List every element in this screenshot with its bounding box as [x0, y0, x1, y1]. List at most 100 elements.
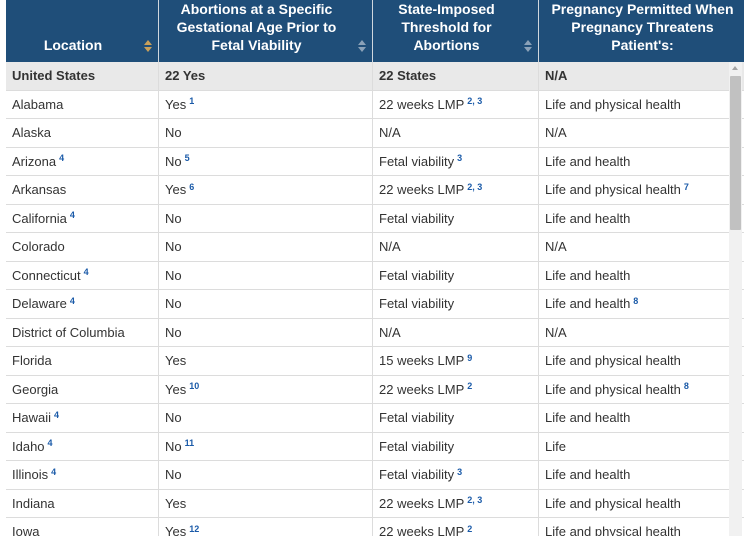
- table-cell: No: [159, 318, 373, 346]
- sort-icon[interactable]: [524, 40, 532, 52]
- vertical-scrollbar[interactable]: [729, 62, 742, 536]
- cell-text: 22 weeks LMP: [379, 495, 465, 511]
- cell-text: 22 weeks LMP: [379, 524, 465, 536]
- cell-text: No: [165, 438, 182, 454]
- table-cell: Life and physical health: [539, 347, 744, 375]
- footnote-link[interactable]: 12: [189, 523, 200, 534]
- cell-text: District of Columbia: [12, 324, 125, 340]
- cell-text: Life and health: [545, 296, 631, 312]
- table-cell: Fetal viability: [373, 261, 539, 289]
- footnote-link[interactable]: 7: [683, 181, 689, 192]
- footnote-link[interactable]: 4: [69, 295, 75, 306]
- cell-text: N/A: [379, 239, 401, 255]
- column-header-threshold[interactable]: State-Imposed Threshold for Abortions: [373, 0, 539, 62]
- table-cell: No 5: [159, 147, 373, 175]
- table-cell: Life and physical health 8: [539, 376, 744, 404]
- table-cell: Fetal viability: [373, 290, 539, 318]
- footnote-link[interactable]: 2: [467, 381, 473, 392]
- sort-icon[interactable]: [358, 40, 366, 52]
- table-cell: Fetal viability 3: [373, 461, 539, 489]
- cell-text: N/A: [545, 125, 567, 141]
- cell-text: Georgia: [12, 381, 59, 397]
- cell-text: No: [165, 467, 182, 483]
- footnote-link[interactable]: 8: [633, 295, 639, 306]
- cell-text: No: [165, 125, 182, 141]
- table-cell: Life and physical health: [539, 91, 744, 119]
- footnote-link[interactable]: 2, 3: [467, 181, 483, 192]
- cell-text: Iowa: [12, 524, 40, 536]
- footnote-link[interactable]: 4: [47, 438, 53, 449]
- footnote-link[interactable]: 2, 3: [467, 96, 483, 107]
- table-cell: Life and physical health: [539, 518, 744, 536]
- cell-text: Yes: [165, 524, 187, 536]
- footnote-link[interactable]: 3: [457, 466, 463, 477]
- cell-text: No: [165, 239, 182, 255]
- cell-text: Life and health: [545, 210, 631, 226]
- footnote-link[interactable]: 2: [467, 523, 473, 534]
- footnote-link[interactable]: 1: [189, 96, 195, 107]
- column-header-gestational-age[interactable]: Abortions at a Specific Gestational Age …: [159, 0, 373, 62]
- footnote-link[interactable]: 11: [184, 438, 195, 449]
- table-cell: Connecticut 4: [6, 261, 159, 289]
- table-cell: 22 weeks LMP 2, 3: [373, 489, 539, 517]
- cell-text: 22 Yes: [165, 68, 206, 84]
- cell-text: Colorado: [12, 239, 65, 255]
- table-row: Iowa Yes 12 22 weeks LMP 2 Life and physical …: [6, 518, 744, 536]
- cell-text: N/A: [545, 324, 567, 340]
- table-cell: Life and health 8: [539, 290, 744, 318]
- table-cell: N/A: [373, 318, 539, 346]
- cell-text: No: [165, 210, 182, 226]
- table-row: Alabama Yes 1 22 weeks LMP 2, 3 Life and phys…: [6, 90, 744, 119]
- table-row: Illinois 4 No Fetal viability 3 Life and heal…: [6, 461, 744, 490]
- table-cell: Colorado: [6, 233, 159, 261]
- cell-text: Arizona: [12, 153, 57, 169]
- scrollbar-thumb[interactable]: [730, 76, 741, 230]
- cell-text: Yes: [165, 381, 187, 397]
- scroll-up-arrow-icon[interactable]: [732, 66, 738, 70]
- table-cell: No: [159, 461, 373, 489]
- cell-text: N/A: [545, 68, 568, 84]
- footnote-link[interactable]: 5: [184, 153, 190, 164]
- cell-text: Arkansas: [12, 182, 67, 198]
- cell-text: Life and physical health: [545, 524, 681, 536]
- footnote-link[interactable]: 4: [69, 210, 75, 221]
- table-cell: Life and health: [539, 205, 744, 233]
- footnote-link[interactable]: 4: [83, 267, 89, 278]
- cell-text: Delaware: [12, 296, 67, 312]
- cell-text: Illinois: [12, 467, 49, 483]
- footnote-link[interactable]: 2, 3: [467, 495, 483, 506]
- table-cell: Life and physical health: [539, 490, 744, 518]
- table-cell: Illinois 4: [6, 461, 159, 489]
- footnote-link[interactable]: 6: [189, 181, 195, 192]
- table-row: Georgia Yes 10 22 weeks LMP 2 Life and physic…: [6, 375, 744, 404]
- table-row: Indiana Yes 22 weeks LMP 2, 3 Life and physi…: [6, 489, 744, 518]
- cell-text: Life and physical health: [545, 96, 681, 112]
- table-cell: Life and health: [539, 461, 744, 489]
- table-cell: Iowa: [6, 518, 159, 536]
- cell-text: Fetal viability: [379, 410, 455, 426]
- cell-text: Fetal viability: [379, 153, 455, 169]
- table-cell: No 11: [159, 432, 373, 460]
- column-header-location[interactable]: Location: [6, 0, 159, 62]
- footnote-link[interactable]: 8: [683, 381, 689, 392]
- table-row: Colorado No N/A N/A: [6, 233, 744, 262]
- footnote-link[interactable]: 4: [51, 466, 57, 477]
- column-header-exceptions[interactable]: Pregnancy Permitted When Pregnancy Threa…: [539, 0, 744, 62]
- footnote-link[interactable]: 10: [189, 381, 200, 392]
- sort-icon[interactable]: [144, 40, 152, 52]
- footnote-link[interactable]: 3: [457, 153, 463, 164]
- cell-text: N/A: [379, 125, 401, 141]
- footnote-link[interactable]: 4: [59, 153, 65, 164]
- table-body: United States 22 Yes 22 States N/A Alabama Ye…: [6, 62, 744, 536]
- footnote-link[interactable]: 9: [467, 352, 473, 363]
- table-row: Florida Yes 15 weeks LMP 9 Life and physical…: [6, 347, 744, 376]
- cell-text: No: [165, 324, 182, 340]
- cell-text: Florida: [12, 353, 52, 369]
- table-cell: District of Columbia: [6, 318, 159, 346]
- cell-text: No: [165, 410, 182, 426]
- cell-text: No: [165, 153, 182, 169]
- table-cell: Delaware 4: [6, 290, 159, 318]
- cell-text: Yes: [165, 495, 187, 511]
- footnote-link[interactable]: 4: [54, 409, 60, 420]
